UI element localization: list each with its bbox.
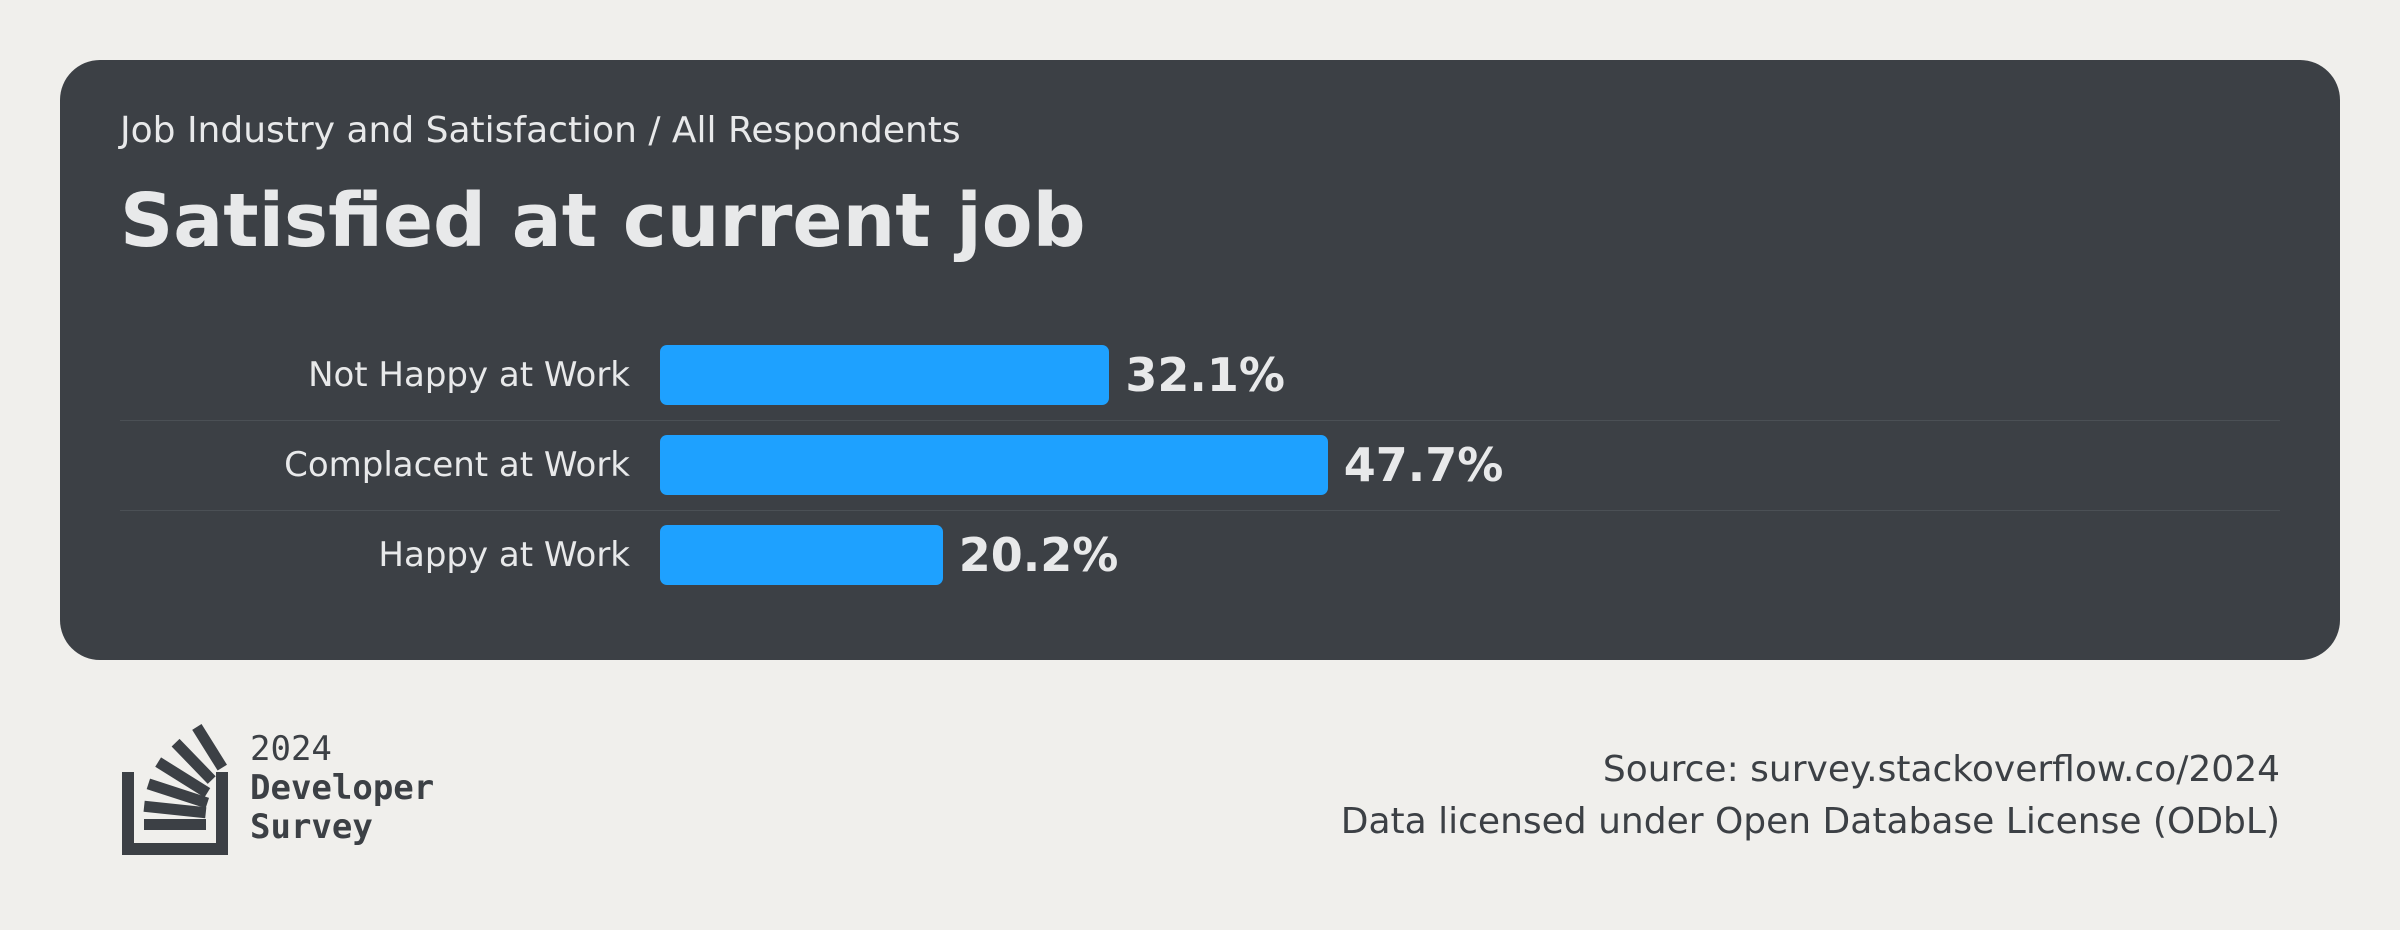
bar-value-label: 47.7%: [1343, 438, 1504, 492]
bar-value-label: 32.1%: [1125, 348, 1285, 402]
logo-line-developer: Developer: [250, 768, 435, 808]
bar: [660, 525, 943, 585]
chart-subtitle: Job Industry and Satisfaction / All Resp…: [120, 110, 961, 151]
bar-value-label: 20.2%: [958, 528, 1119, 582]
row-divider: [120, 420, 2280, 421]
survey-logo-text: 2024 Developer Survey: [250, 730, 434, 847]
bar: [660, 345, 1110, 405]
bar-chart: Not Happy at Work 32.1% Complacent at Work…: [120, 330, 2280, 600]
chart-card: Job Industry and Satisfaction / All Resp…: [60, 60, 2340, 660]
source-note: Source: survey.stackoverflow.co/2024 Dat…: [1341, 744, 2280, 848]
logo-year: 2024: [250, 729, 332, 769]
bar-row: Complacent at Work 47.7%: [120, 420, 2280, 510]
logo-line-survey: Survey: [250, 807, 373, 847]
source-link-text: Source: survey.stackoverflow.co/2024: [1602, 749, 2280, 790]
stack-overflow-logo-icon: [122, 723, 228, 855]
row-divider: [120, 510, 2280, 511]
bar-row: Happy at Work 20.2%: [120, 510, 2280, 600]
bar: [660, 435, 1328, 495]
category-label: Happy at Work: [378, 535, 630, 575]
category-label: Not Happy at Work: [308, 355, 630, 395]
license-text: Data licensed under Open Database Licens…: [1340, 801, 2280, 842]
chart-title: Satisfied at current job: [120, 178, 1086, 264]
bar-row: Not Happy at Work 32.1%: [120, 330, 2280, 420]
category-label: Complacent at Work: [284, 445, 630, 485]
